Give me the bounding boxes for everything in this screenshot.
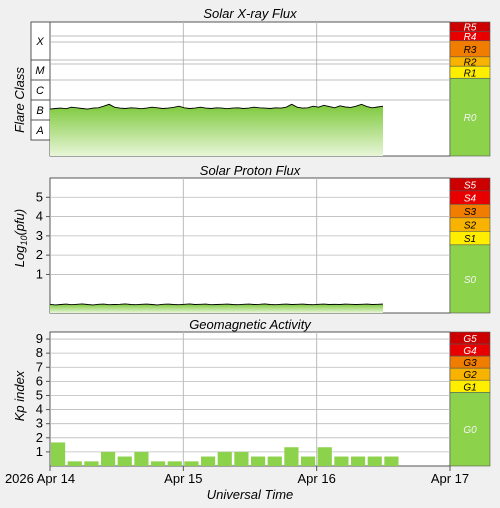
- proton-ylabel-tail: (pfu): [12, 209, 27, 236]
- x-tick-label: 2026 Apr 14: [5, 471, 75, 486]
- kp-bar: [284, 447, 299, 466]
- proton-scale-label-s1: S1: [464, 234, 476, 245]
- xray-title: Solar X-ray Flux: [203, 6, 297, 21]
- kp-bar: [267, 456, 282, 466]
- kp-ytick-label: 8: [36, 345, 43, 360]
- kp-bar: [117, 456, 132, 466]
- kp-ytick-label: 9: [36, 331, 43, 346]
- proton-ytick-label: 5: [36, 189, 43, 204]
- proton-ytick-label: 4: [36, 209, 43, 224]
- proton-ylabel: Log10(pfu): [12, 209, 29, 267]
- kp-bar: [251, 456, 266, 466]
- xray-scale-label-r4: R4: [464, 32, 477, 43]
- proton-scale-s0: [449, 244, 491, 314]
- kp-bar: [351, 456, 366, 466]
- proton-scale-label-s2: S2: [464, 221, 477, 232]
- kp-ytick-label: 7: [36, 359, 43, 374]
- proton-scale-label-s5: S5: [464, 180, 477, 191]
- xray-class-m: M: [35, 65, 45, 77]
- kp-bar: [317, 447, 332, 466]
- kp-scale-label-g4: G4: [463, 346, 477, 357]
- kp-plot-area: [49, 331, 451, 467]
- kp-ytick-label: 1: [36, 444, 43, 459]
- kp-scale-label-g0: G0: [463, 425, 477, 436]
- kp-ytick-label: 3: [36, 416, 43, 431]
- kp-bar: [334, 456, 349, 466]
- proton-ytick-label: 3: [36, 228, 43, 243]
- kp-bar: [51, 442, 66, 466]
- proton-plot-area: [49, 177, 451, 314]
- proton-title: Solar Proton Flux: [200, 163, 301, 178]
- xray-class-a: A: [35, 125, 43, 137]
- xray-class-b: B: [36, 105, 43, 117]
- x-tick-label: Apr 16: [298, 471, 336, 486]
- xray-scale-label-r3: R3: [464, 45, 477, 56]
- proton-ytick-label: 2: [36, 247, 43, 262]
- kp-scale-label-g1: G1: [463, 382, 476, 393]
- proton-scale-label-s3: S3: [464, 207, 477, 218]
- kp-bar: [151, 461, 166, 466]
- proton-ytick-label: 1: [36, 266, 43, 281]
- kp-ytick-label: 5: [36, 387, 43, 402]
- kp-bar: [84, 461, 99, 466]
- xray-scale-label-r5: R5: [464, 23, 477, 34]
- kp-bar: [184, 461, 199, 466]
- kp-bar: [234, 451, 249, 466]
- proton-scale-label-s4: S4: [464, 194, 477, 205]
- proton-ylabel-main: Log: [12, 245, 27, 267]
- kp-bar: [384, 456, 399, 466]
- kp-bar: [367, 456, 382, 466]
- xray-scale-label-r1: R1: [464, 68, 477, 79]
- xray-scale-label-r2: R2: [464, 58, 477, 69]
- kp-ytick-label: 4: [36, 402, 43, 417]
- xray-ylabel: Flare Class: [12, 67, 27, 133]
- proton-line: [49, 303, 384, 306]
- xray-class-c: C: [36, 85, 44, 97]
- kp-scale-label-g2: G2: [463, 370, 477, 381]
- kp-bar: [134, 451, 149, 466]
- xray-class-column: [30, 21, 51, 141]
- kp-bar: [301, 456, 316, 466]
- xray-scale-r0: [449, 77, 491, 157]
- kp-bar: [67, 461, 82, 466]
- kp-ytick-label: 6: [36, 373, 43, 388]
- xray-line: [49, 103, 384, 110]
- kp-ylabel: Kp index: [12, 370, 27, 421]
- proton-ylabel-sub: 10: [19, 236, 29, 246]
- proton-area: [50, 303, 383, 313]
- xray-class-x: X: [35, 36, 44, 48]
- kp-scale-label-g5: G5: [463, 334, 477, 345]
- kp-ytick-label: 2: [36, 430, 43, 445]
- proton-scale-label-s0: S0: [464, 275, 477, 286]
- xray-scale-label-r0: R0: [464, 113, 477, 124]
- x-axis-label: Universal Time: [207, 487, 294, 502]
- kp-bar: [201, 456, 216, 466]
- kp-title: Geomagnetic Activity: [189, 317, 312, 332]
- kp-bar: [217, 451, 232, 466]
- xray-area: [50, 104, 383, 156]
- kp-scale-g0: [449, 391, 491, 467]
- kp-bar: [167, 461, 182, 466]
- kp-scale-label-g3: G3: [463, 358, 477, 369]
- kp-bar: [101, 451, 116, 466]
- x-tick-label: Apr 15: [164, 471, 202, 486]
- x-tick-label: Apr 17: [431, 471, 469, 486]
